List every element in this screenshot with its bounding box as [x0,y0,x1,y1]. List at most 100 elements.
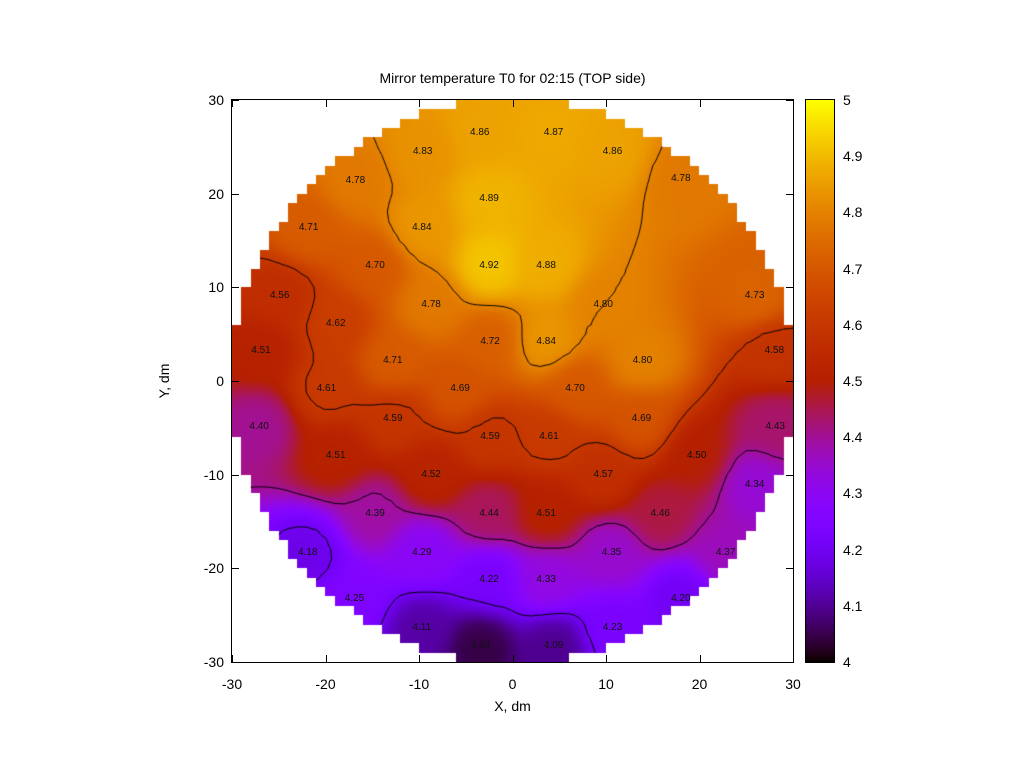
y-tick-mark [232,287,239,289]
data-point-label: 4.70 [365,259,385,271]
x-tick-mark [232,655,233,662]
data-point-label: 4.59 [480,431,500,443]
plot-frame [231,99,794,663]
data-point-label: 4.84 [536,335,556,347]
x-tick-label: -20 [315,676,336,692]
y-tick-mark [786,662,793,663]
x-tick-mark [699,655,701,662]
data-point-label: 4.46 [650,508,670,519]
data-point-label: 4.78 [345,175,366,187]
y-tick-label: 20 [208,185,224,202]
x-axis-label: X, dm [494,698,531,714]
data-point-label: 4.80 [593,299,613,311]
data-point-label: 4.92 [479,259,499,271]
data-point-label: 4.61 [539,431,559,443]
data-point-label: 4.51 [536,508,556,519]
y-tick-label: 0 [216,373,224,389]
data-point-label: 4.39 [365,508,385,519]
data-point-label: 4.58 [764,345,785,357]
x-tick-mark [606,655,607,662]
x-tick-mark [419,100,420,107]
y-tick-mark [786,100,793,101]
x-tick-label: -30 [221,676,243,692]
data-point-label: 4.29 [412,547,432,559]
data-point-label: 4.56 [269,289,290,301]
data-point-label: 4.34 [744,478,765,490]
colorbar-tick-label: 4.5 [843,373,863,389]
data-point-label: 4.43 [765,420,785,432]
y-tick-mark [232,474,239,476]
y-tick-mark [232,568,239,570]
y-tick-label: 10 [208,279,224,296]
data-point-label: 4.62 [326,317,346,329]
x-tick-label: 0 [508,676,517,692]
data-point-label: 4.70 [565,383,585,395]
colorbar-tick-label: 5 [843,92,851,108]
data-point-label: 4.51 [251,345,271,357]
data-point-label: 4.50 [686,449,707,461]
y-tick-mark [232,381,239,382]
x-tick-mark [419,655,420,662]
data-point-label: 4.35 [601,547,622,559]
data-point-label: 4.25 [344,593,365,605]
y-tick-label: -30 [203,654,224,670]
data-point-label: 4.73 [744,289,765,301]
data-point-label: 4.44 [479,508,499,519]
data-point-label: 4.86 [470,126,490,138]
colorbar-gradient [806,100,834,662]
data-point-label: 4.72 [480,335,500,347]
y-tick-label: 30 [208,92,224,108]
data-point-label: 4.69 [631,413,652,425]
data-point-label: 4.52 [421,468,441,480]
data-point-label: 4.83 [413,146,433,158]
x-tick-mark [606,100,607,107]
data-point-label: 4.71 [298,222,319,234]
data-point-label: 4.33 [536,573,556,585]
data-point-label: 4.78 [421,299,441,311]
x-tick-mark [793,100,794,107]
y-tick-mark [786,381,793,382]
colorbar-tick-label: 4.2 [843,541,863,558]
colorbar-tick-label: 4.1 [843,597,863,614]
data-point-label: 4.51 [326,449,346,461]
y-tick-label: -20 [203,560,224,577]
data-point-label: 4.71 [383,355,403,367]
x-tick-mark [512,655,514,662]
x-tick-label: 30 [785,676,801,692]
x-tick-mark [793,655,794,662]
data-point-label: 4.23 [602,622,623,634]
data-point-label: 4.37 [715,547,736,559]
colorbar-tick-label: 4.8 [843,204,863,221]
colorbar-frame [805,99,835,663]
y-tick-label: -10 [203,466,224,483]
data-point-label: 4.59 [383,413,403,425]
colorbar-tick-label: 4.3 [843,485,863,502]
data-point-label: 4.89 [479,193,499,205]
data-point-label: 4.18 [298,547,318,559]
y-tick-mark [232,193,239,195]
chart-title: Mirror temperature T0 for 02:15 (TOP sid… [379,70,646,86]
x-tick-mark [325,655,327,662]
x-tick-label: -10 [408,676,430,692]
colorbar-tick-label: 4.4 [843,429,863,446]
colorbar-tick-label: 4.7 [843,260,863,277]
data-point-label: 4.57 [593,468,613,480]
data-point-label: 4.61 [316,383,337,395]
data-point-label: 4.87 [543,126,564,138]
x-tick-label: 10 [598,676,614,692]
colorbar-tick-label: 4.6 [843,316,863,333]
y-tick-mark [786,193,793,195]
x-tick-mark [325,100,327,107]
colorbar-tick-label: 4.9 [843,148,863,165]
data-point-label: 4.88 [536,259,556,271]
x-tick-mark [232,100,233,107]
data-point-label: 4.11 [412,622,432,634]
x-tick-label: 20 [691,676,708,692]
data-point-label: 4.80 [632,355,653,367]
y-tick-mark [786,474,793,476]
y-tick-mark [786,287,793,289]
data-point-label: 4.40 [249,420,269,432]
data-point-label: 4.84 [412,222,432,234]
data-point-label: 4.69 [450,383,470,395]
